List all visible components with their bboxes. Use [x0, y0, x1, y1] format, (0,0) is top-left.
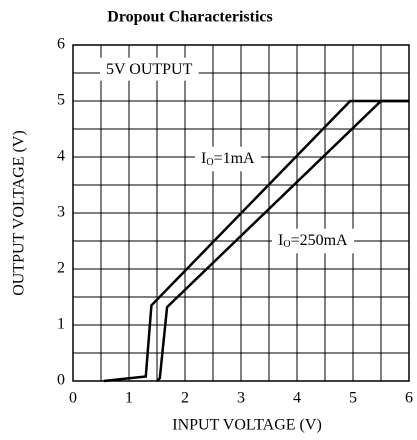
- y-tick-label: 0: [57, 372, 65, 389]
- x-tick-label: 0: [69, 390, 77, 407]
- annotation: IO=250mA: [278, 232, 348, 251]
- line: [103, 99, 409, 383]
- annotation-text: 5V OUTPUT: [106, 61, 193, 78]
- y-tick-label: 6: [57, 36, 65, 53]
- x-tick-label: 6: [405, 390, 413, 407]
- annotation: IO=1mA: [201, 150, 255, 169]
- y-tick-label: 4: [57, 148, 65, 165]
- y-axis-label: OUTPUT VOLTAGE (V): [11, 130, 28, 296]
- y-tick-label: 3: [57, 204, 65, 221]
- annotation-background: [272, 228, 355, 254]
- annotation-subscript: O: [283, 239, 290, 250]
- annotation-background: [100, 57, 199, 81]
- y-tick-label: 5: [57, 92, 65, 109]
- x-axis-label: INPUT VOLTAGE (V): [172, 417, 322, 434]
- y-tick-label: 2: [57, 260, 65, 277]
- annotation-text: =1mA: [214, 150, 255, 167]
- annotation-subscript: O: [206, 157, 213, 168]
- x-tick-label: 5: [349, 390, 357, 407]
- annotation-text: =250mA: [291, 232, 348, 249]
- plot-frame: [72, 44, 410, 382]
- line: [156, 99, 409, 382]
- annotation-label: I: [278, 232, 283, 249]
- y-tick-label: 1: [57, 316, 65, 333]
- annotation-label: I: [201, 150, 206, 167]
- annotation: 5V OUTPUT: [106, 61, 193, 78]
- x-tick-label: 1: [125, 390, 133, 407]
- x-tick-label: 2: [181, 390, 189, 407]
- x-tick-label: 3: [237, 390, 245, 407]
- x-tick-label: 4: [293, 390, 301, 407]
- chart-title: Dropout Characteristics: [107, 9, 272, 26]
- annotation-background: [195, 146, 262, 172]
